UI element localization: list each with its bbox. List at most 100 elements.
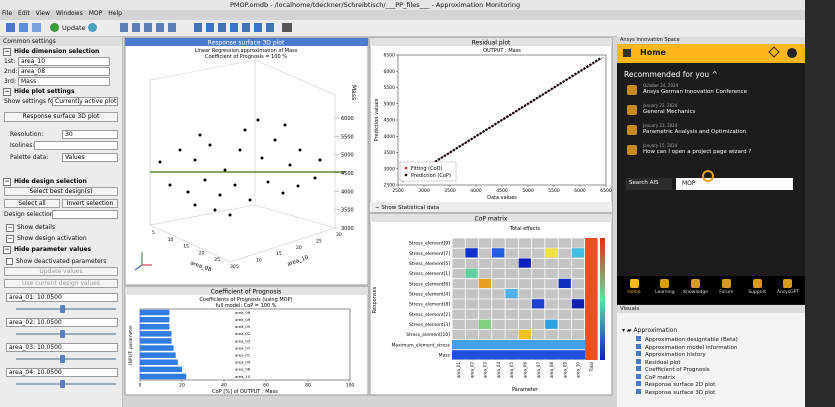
row-label: Stress_element[9] <box>409 241 450 247</box>
x-tick-label: 80 <box>305 383 311 389</box>
column-label: area_05 <box>509 362 514 378</box>
nav-item[interactable]: Learning <box>651 279 679 296</box>
slider-track[interactable] <box>16 383 116 385</box>
plot-button[interactable]: Response surface 3D plot <box>4 112 118 122</box>
y-tick-label: 6500 <box>384 53 396 59</box>
scatter-points <box>158 118 322 217</box>
window-edge <box>805 0 835 407</box>
parameter-field[interactable]: area_01: 10.0500 <box>6 293 118 302</box>
toolbar-icon[interactable] <box>19 23 28 32</box>
nav-item[interactable]: Home <box>620 279 648 296</box>
spinbox[interactable]: 30 <box>62 130 118 139</box>
nav-item[interactable]: AnsysGPT <box>774 279 802 296</box>
update-icon[interactable] <box>50 23 59 32</box>
plot-subtitle: full model: CoP = 100 % <box>216 303 277 309</box>
slider-track[interactable] <box>16 308 116 310</box>
input[interactable] <box>34 141 118 150</box>
toolbar-icon[interactable] <box>282 23 292 32</box>
nav-item[interactable]: Forum <box>712 279 740 296</box>
bar-label: area_08 <box>235 367 251 372</box>
tree-item[interactable]: Approximation model information <box>636 343 738 352</box>
parameter-field[interactable]: area_03: 10.0500 <box>6 343 118 352</box>
parameter-field[interactable]: area_02: 10.0500 <box>6 318 118 327</box>
column-label: area_04 <box>496 362 501 378</box>
section-toggle[interactable]: Hide plot settings <box>3 88 75 96</box>
panel-header <box>370 214 612 222</box>
item-title[interactable]: Parametric Analysis and Optimization <box>643 129 747 135</box>
tree-item[interactable]: Residual plot <box>636 358 681 367</box>
update-button[interactable]: Update <box>62 24 86 32</box>
bar-label: area_01 <box>235 352 251 357</box>
x-tick-label: 60 <box>263 383 269 389</box>
tree-item[interactable]: CoP matrix <box>636 373 675 382</box>
nav-icon <box>721 279 731 288</box>
bar-label: area_07 <box>235 345 251 350</box>
button[interactable]: Invert selection <box>62 199 118 208</box>
tree-item[interactable]: Coefficient of Prognosis <box>636 366 710 374</box>
menu-item[interactable]: MOP <box>88 10 103 17</box>
input[interactable] <box>52 210 118 219</box>
axis-label: Prediction values <box>374 98 380 141</box>
combobox[interactable]: Mass <box>18 77 110 86</box>
button[interactable]: Update values <box>4 267 118 276</box>
user-icon[interactable] <box>787 48 797 58</box>
section-toggle[interactable]: Hide design selection <box>3 178 87 186</box>
panel-header <box>125 287 368 295</box>
button[interactable]: Select all <box>4 199 60 208</box>
item-date: October 24, 2024 <box>643 83 679 88</box>
tree-item[interactable]: Response surface 2D plot <box>636 381 715 389</box>
combobox[interactable]: Currently active plot <box>52 97 118 106</box>
menu-item[interactable]: Windows <box>55 10 83 17</box>
slider-track[interactable] <box>16 333 116 335</box>
nav-label: AnsysGPT <box>776 290 800 295</box>
item-title[interactable]: How can I open a project page wizard ? <box>643 149 752 155</box>
slider-handle[interactable] <box>60 305 65 313</box>
panel-gap <box>617 20 805 38</box>
nav-item[interactable]: Knowledge <box>682 279 710 296</box>
axis-label: Data values <box>487 195 517 201</box>
tree-item[interactable]: Approximation history <box>636 351 706 359</box>
combobox[interactable]: area_08 <box>18 67 110 76</box>
section-toggle[interactable]: Hide dimension selection <box>3 48 99 56</box>
toolbar-icon[interactable] <box>6 23 15 32</box>
panel-title: Ansys Innovation Space <box>620 37 680 43</box>
menu-item[interactable]: View <box>35 10 50 17</box>
menu-item[interactable]: Edit <box>18 10 30 17</box>
menu-item[interactable]: Help <box>108 10 122 17</box>
section-toggle[interactable]: Show details <box>6 224 55 232</box>
checkbox[interactable]: Show deactivated parameters <box>6 258 106 265</box>
tree-item[interactable]: Response surface 3D plot <box>636 388 715 397</box>
nav-item[interactable]: Support <box>743 279 771 296</box>
combobox[interactable]: Values <box>62 153 118 162</box>
item-title[interactable]: General Mechanics <box>643 109 696 115</box>
column-label: Total <box>589 362 594 372</box>
home-icon[interactable] <box>623 49 631 57</box>
parameter-field[interactable]: area_04: 10.0500 <box>6 368 118 377</box>
slider-handle[interactable] <box>60 330 65 338</box>
item-title[interactable]: Ansys German Innovation Conference <box>643 89 748 95</box>
axis-label: INPUT: parameter <box>128 325 134 365</box>
x-tick-label: 20 <box>179 383 185 389</box>
tree-item[interactable]: Approximation designtable (Beta) <box>636 336 738 344</box>
section-toggle[interactable]: Show design activation <box>6 235 87 243</box>
toolbar-icon[interactable] <box>32 23 41 32</box>
search-value: MOP <box>682 180 696 187</box>
panel-title: Residual plot <box>472 40 511 47</box>
search-scope[interactable] <box>626 178 672 190</box>
section-title-text: Recommended for you <box>624 70 710 79</box>
toolbar-icon[interactable] <box>88 23 97 32</box>
slider-handle[interactable] <box>60 355 65 363</box>
toolbar-icons[interactable] <box>120 23 176 32</box>
tree-root[interactable]: ▾ ▰ Approximation <box>622 327 678 334</box>
button[interactable]: Select best design(s) <box>4 187 118 196</box>
combobox[interactable]: area_10 <box>18 57 110 66</box>
section-toggle[interactable]: Hide parameter values <box>3 246 91 254</box>
tree-label: Approximation history <box>645 352 706 358</box>
tree-icon <box>636 366 641 371</box>
toolbar-icons[interactable] <box>194 23 274 32</box>
button[interactable]: Use current design values <box>4 279 118 288</box>
menu-item[interactable]: File <box>2 10 13 17</box>
slider-track[interactable] <box>16 358 116 360</box>
slider-handle[interactable] <box>60 380 65 388</box>
toggle-button[interactable]: − Show Statistical data <box>375 205 439 211</box>
